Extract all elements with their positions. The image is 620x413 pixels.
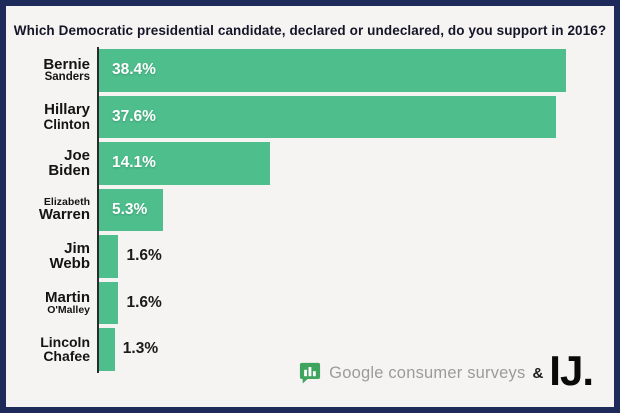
value-label: 38.4% <box>112 61 156 79</box>
bar: 1.6% <box>99 281 162 324</box>
source-logos: Google consumer surveys & IJ. <box>299 347 594 394</box>
bar-track: 1.3% <box>97 326 566 373</box>
candidate-name: Joe Biden <box>48 146 90 180</box>
candidate-name: Jim Webb <box>49 239 90 273</box>
bar-track: 1.6% <box>97 279 566 326</box>
bar: 1.3% <box>99 328 158 371</box>
chart-title: Which Democratic presidential candidate,… <box>13 23 607 38</box>
bar-track: 38.4% <box>97 47 566 94</box>
ampersand-text: & <box>532 364 544 382</box>
bar: 5.3% <box>99 188 164 231</box>
bar-row: Joe Biden 14.1% <box>6 140 614 187</box>
bar-track: 14.1% <box>97 140 566 187</box>
candidate-name: Martin O'Malley <box>45 288 90 317</box>
candidate-name: Bernie Sanders <box>43 55 90 84</box>
ij-logo: IJ. <box>549 347 594 394</box>
value-label: 14.1% <box>112 154 156 172</box>
bar-track: 1.6% <box>97 233 566 280</box>
candidate-name: Elizabeth Warren <box>38 195 90 224</box>
bar-row: Bernie Sanders 38.4% <box>6 47 614 94</box>
bar-row: Martin O'Malley 1.6% <box>6 279 614 326</box>
value-label: 5.3% <box>112 200 148 218</box>
bar-chart-speech-bubble-icon <box>300 362 321 384</box>
bar-chart: Bernie Sanders 38.4% Hillary Clinton 37.… <box>6 47 614 373</box>
bar-track: 5.3% <box>97 186 566 233</box>
bar: 14.1% <box>99 142 271 185</box>
candidate-name: Hillary Clinton <box>43 101 91 132</box>
bar: 1.6% <box>99 235 162 278</box>
bar-row: Jim Webb 1.6% <box>6 233 614 280</box>
bar-row: Elizabeth Warren 5.3% <box>6 186 614 233</box>
value-label: 1.6% <box>126 247 162 265</box>
google-consumer-surveys-label: Google consumer surveys <box>329 363 526 382</box>
value-label: 1.6% <box>126 293 162 311</box>
bar-track: 37.6% <box>97 93 566 140</box>
value-label: 1.3% <box>122 340 159 358</box>
bar-row: Hillary Clinton 37.6% <box>6 93 614 140</box>
bar-row: Lincoln Chafee 1.3% <box>6 326 614 373</box>
bar: 37.6% <box>99 95 557 138</box>
value-label: 37.6% <box>112 107 156 125</box>
bar: 38.4% <box>99 49 566 92</box>
candidate-name: Lincoln Chafee <box>40 333 90 365</box>
